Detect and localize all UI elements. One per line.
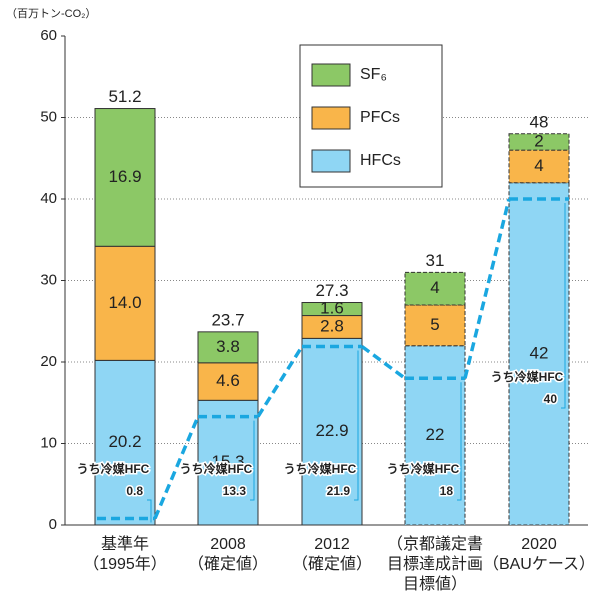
refrigerant-value: 0.8 <box>126 484 143 498</box>
value-label: 15.3 <box>211 452 244 471</box>
x-tick-label: 2008 <box>210 536 246 553</box>
value-label: 42 <box>530 343 549 362</box>
bar-segment <box>404 304 466 347</box>
callout <box>561 203 566 409</box>
value-label: 22 <box>426 425 445 444</box>
total-label: 51.2 <box>108 87 141 106</box>
callout <box>354 350 359 501</box>
value-label: 4 <box>430 278 439 297</box>
total-label: 31 <box>426 251 445 270</box>
legend-label: SF₆ <box>360 66 387 83</box>
bar-segment <box>197 331 259 364</box>
refrigerant-connector <box>256 345 304 418</box>
total-label: 27.3 <box>315 281 348 300</box>
bar-segment <box>301 302 363 317</box>
y-tick-label: 20 <box>40 353 57 370</box>
x-tick-label: （確定値） <box>188 555 268 573</box>
callout <box>147 499 152 523</box>
refrigerant-value: 13.3 <box>223 484 247 498</box>
legend-label: PFCs <box>360 109 400 126</box>
y-axis-label: （百万トン-CO₂） <box>6 7 96 20</box>
x-tick-label: （BAUケース） <box>483 555 592 573</box>
callout <box>250 420 255 501</box>
x-tick-label: 2020 <box>521 536 557 553</box>
refrigerant-name: うち冷媒HFC <box>77 461 150 476</box>
bar-segment <box>94 245 156 361</box>
value-label: 20.2 <box>108 432 141 451</box>
value-label: 4 <box>534 156 543 175</box>
y-tick-label: 40 <box>40 190 57 207</box>
refrigerant-value: 21.9 <box>327 484 351 498</box>
value-label: 5 <box>430 315 439 334</box>
total-label: 48 <box>530 112 549 131</box>
bar-segment <box>301 337 363 526</box>
bar-segment <box>94 359 156 526</box>
y-tick-label: 0 <box>49 516 57 533</box>
value-label: 3.8 <box>216 337 240 356</box>
bar-segment <box>94 108 156 247</box>
total-label: 23.7 <box>211 310 244 329</box>
value-label: 1.6 <box>320 299 344 318</box>
refrigerant-value: 18 <box>440 484 454 498</box>
value-label: 2 <box>534 131 543 150</box>
value-label: 2.8 <box>320 316 344 335</box>
legend-swatch <box>311 106 351 130</box>
refrigerant-connector <box>463 198 511 379</box>
bar-segment <box>197 399 259 526</box>
y-tick-label: 10 <box>40 434 57 451</box>
bar-segment <box>508 182 570 526</box>
legend-swatch <box>311 149 351 173</box>
value-label: 14.0 <box>108 293 141 312</box>
x-tick-label: 基準年 <box>101 535 149 553</box>
x-tick-label: （確定値） <box>292 555 372 573</box>
x-tick-label: 目標達成計画 <box>387 555 483 573</box>
bar-segment <box>404 345 466 526</box>
legend-swatch <box>311 63 351 87</box>
callout <box>457 382 462 501</box>
legend-label: HFCs <box>360 152 401 169</box>
bar-segment <box>197 362 259 401</box>
value-label: 16.9 <box>108 167 141 186</box>
refrigerant-name: うち冷媒HFC <box>387 461 460 476</box>
refrigerant-value: 40 <box>544 392 558 406</box>
value-label: 4.6 <box>216 371 240 390</box>
x-tick-label: 2012 <box>314 536 350 553</box>
refrigerant-connector <box>360 345 407 380</box>
refrigerant-name: うち冷媒HFC <box>491 369 564 384</box>
refrigerant-name: うち冷媒HFC <box>284 461 357 476</box>
x-tick-label: （京都議定書 <box>387 535 483 553</box>
refrigerant-name: うち冷媒HFC <box>180 461 253 476</box>
refrigerant-connector <box>153 415 200 520</box>
y-tick-label: 50 <box>40 108 57 125</box>
value-label: 22.9 <box>315 421 348 440</box>
x-tick-label: 目標値） <box>403 575 467 593</box>
x-tick-label: （1995年） <box>83 555 167 573</box>
bar-segment <box>404 271 466 306</box>
bar-segment <box>508 133 570 151</box>
y-tick-label: 30 <box>40 271 57 288</box>
y-tick-label: 60 <box>40 27 57 44</box>
